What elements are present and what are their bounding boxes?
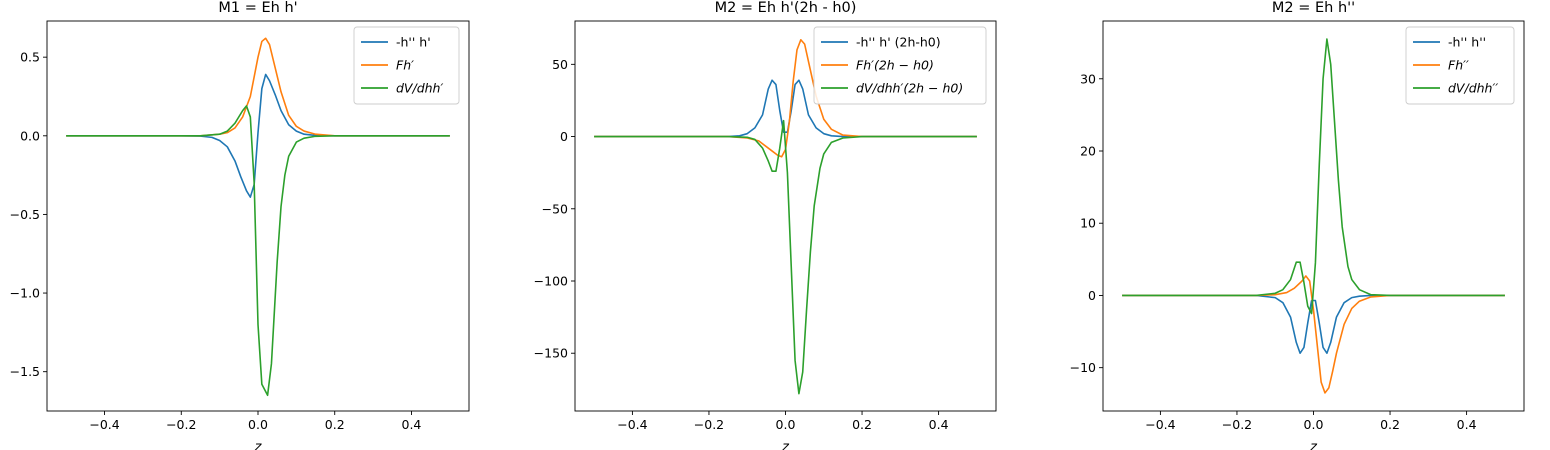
legend: -h'' h' Fh′ dV/dhh′ [353, 26, 460, 105]
y-tick-label: −1.5 [10, 364, 40, 379]
legend-box [353, 26, 460, 105]
series-line-1 [594, 79, 977, 138]
x-tick-label: 0.0 [776, 417, 796, 432]
series-line-3 [1122, 38, 1505, 315]
x-tick-label: −0.2 [1222, 417, 1252, 432]
series-line-3 [594, 119, 977, 395]
legend: -h'' h' (2h-h0) Fh′(2h − h0) dV/dhh′(2h − … [813, 26, 987, 105]
chart-panel-1: −0.4 −0.2 0.0 0.2 0.4 −1.5 −1.0 −0.5 0.0 0.5 M1 = … [10, 0, 470, 450]
y-tick-label: −100 [534, 274, 568, 289]
series-line-2 [1122, 275, 1505, 394]
y-tick-label: −10 [1070, 360, 1096, 375]
x-tick-label: 0.0 [1304, 417, 1324, 432]
y-tick-label: 30 [1080, 71, 1096, 86]
x-tick-label: 0.2 [1380, 417, 1400, 432]
legend-box [813, 26, 987, 105]
legend: -h'' h'' Fh′′ dV/dhh′′ [1405, 26, 1515, 105]
x-tick-label: −0.4 [617, 417, 647, 432]
series-line-2 [66, 37, 450, 137]
x-tick-label: 0.2 [852, 417, 872, 432]
x-axis-label: z [781, 440, 790, 450]
legend-label: -h'' h'' [1448, 35, 1486, 50]
legend-box [1405, 26, 1515, 105]
y-tick-label: 0 [1088, 288, 1096, 303]
y-tick-label: 0.5 [20, 50, 40, 65]
legend-label: dV/dhh′(2h − h0) [856, 81, 963, 96]
y-tick-label: −50 [542, 201, 568, 216]
legend-label: dV/dhh′ [396, 81, 443, 96]
legend-label: -h'' h' (2h-h0) [856, 35, 941, 50]
series-line-1 [66, 73, 450, 198]
legend-label: dV/dhh′′ [1448, 81, 1498, 96]
series-line-3 [66, 105, 450, 397]
y-tick-label: 10 [1080, 216, 1096, 231]
y-tick-label: 0.0 [20, 128, 40, 143]
series-line-1 [1122, 294, 1505, 355]
y-tick-label: −1.0 [10, 286, 40, 301]
chart-title: M2 = Eh h'(2h - h0) [715, 0, 857, 16]
y-tick-label: −0.5 [10, 207, 40, 222]
legend-label: Fh′ [396, 58, 414, 73]
x-tick-label: −0.2 [694, 417, 724, 432]
y-tick-label: −150 [534, 346, 568, 361]
x-axis-label: z [1309, 440, 1318, 450]
series-lines [66, 37, 450, 397]
x-tick-label: 0.2 [325, 417, 345, 432]
legend-label: Fh′′ [1448, 58, 1469, 73]
legend-label: -h'' h' [396, 35, 431, 50]
chart-panel-3: −0.4 −0.2 0.0 0.2 0.4 −10 0 10 20 30 M2 = Eh h'' z -… [1070, 0, 1525, 450]
series-lines [594, 38, 977, 395]
x-axis-label: z [254, 440, 263, 450]
chart-panel-2: −0.4 −0.2 0.0 0.2 0.4 −150 −100 −50 0 50 M2 = Eh h… [534, 0, 997, 450]
x-tick-label: 0.4 [929, 417, 949, 432]
legend-label: Fh′(2h − h0) [856, 58, 934, 73]
x-tick-label: 0.4 [402, 417, 422, 432]
series-line-2 [594, 38, 977, 158]
y-tick-label: 50 [552, 57, 568, 72]
y-tick-label: 20 [1080, 144, 1096, 159]
x-tick-label: 0.0 [248, 417, 268, 432]
x-tick-label: 0.4 [1457, 417, 1477, 432]
chart-title: M2 = Eh h'' [1272, 0, 1355, 16]
series-lines [1122, 38, 1505, 394]
chart-title: M1 = Eh h' [218, 0, 297, 16]
x-tick-label: −0.4 [89, 417, 119, 432]
x-tick-label: −0.2 [166, 417, 196, 432]
x-tick-label: −0.4 [1145, 417, 1175, 432]
y-tick-label: 0 [560, 129, 568, 144]
